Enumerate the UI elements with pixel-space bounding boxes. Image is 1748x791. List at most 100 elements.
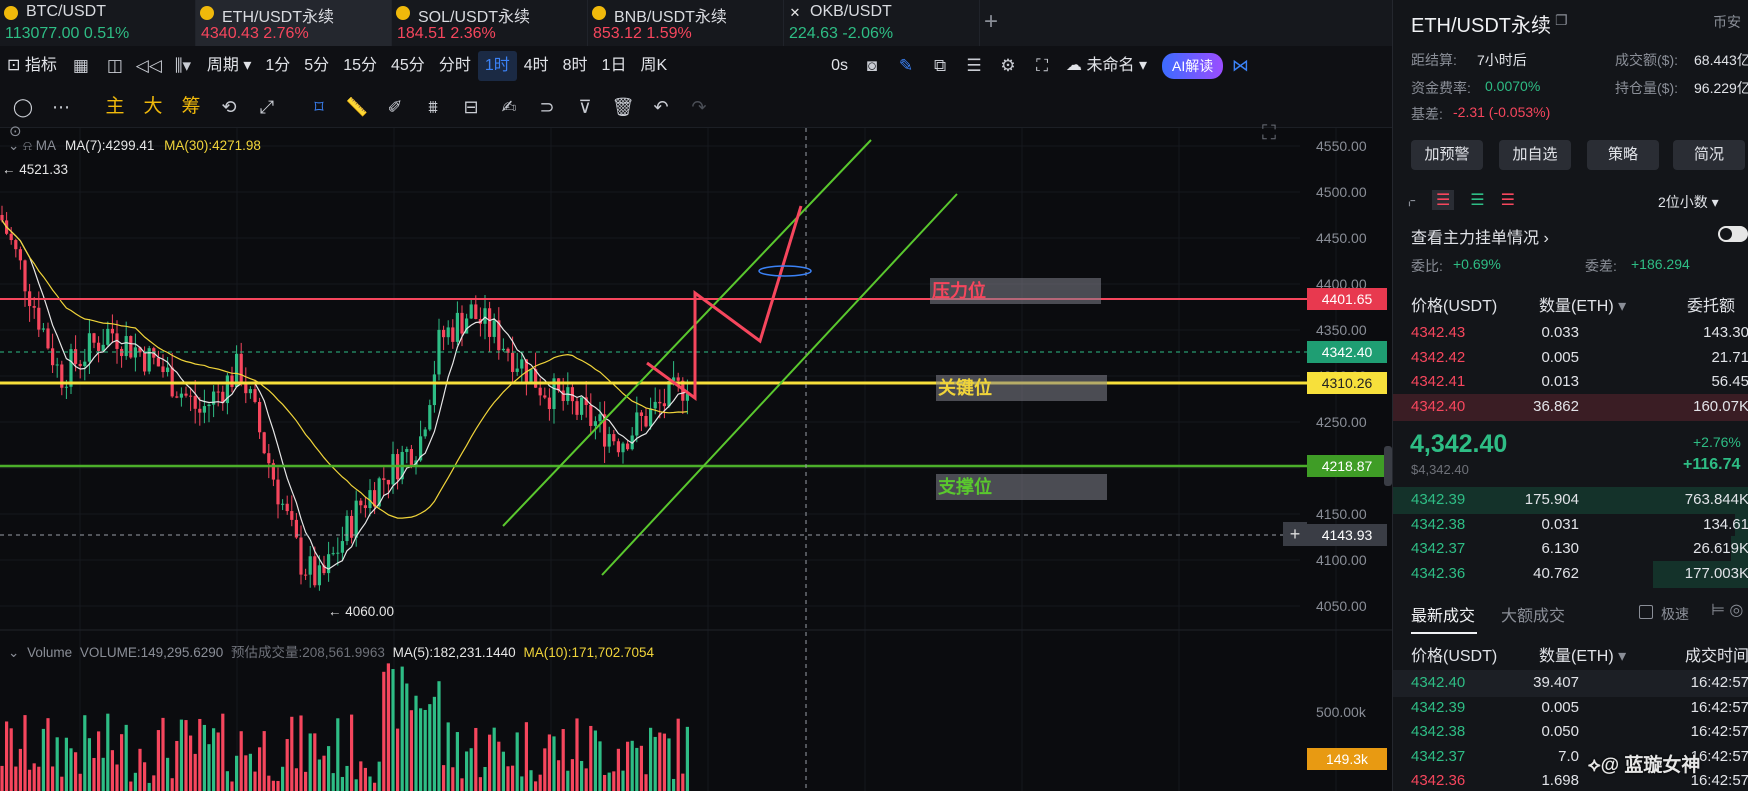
tab-eth[interactable]: ETH/USDT永续 4340.43 2.76% (196, 0, 392, 46)
trade-qty: 1.698 (1541, 772, 1579, 789)
lock-icon[interactable]: ⊟ (463, 96, 479, 117)
brush-icon[interactable]: ✐ (387, 96, 403, 117)
indicator-button[interactable]: ⊡ 指标 (7, 57, 57, 74)
calendar-icon[interactable]: ▦ (72, 56, 89, 75)
ai-interpret-button[interactable]: AI解读 (1162, 53, 1224, 79)
draw-tool-icon[interactable]: ⟲ (221, 96, 237, 117)
interval-8h[interactable]: 8时 (562, 57, 588, 74)
bid-row[interactable]: 4342.38 0.031 134.61 (1393, 511, 1748, 539)
panel-title: ETH/USDT永续 (1411, 15, 1551, 37)
main-force-button[interactable]: 主 (105, 95, 125, 117)
note-icon[interactable]: ✍ (501, 96, 517, 117)
layout-icon[interactable]: ◫ (106, 56, 123, 75)
trades-settings-icon[interactable]: ⊨ ◎ (1711, 602, 1744, 619)
candle-body (377, 478, 381, 507)
interval-timeline[interactable]: 分时 (438, 57, 471, 74)
big-order-button[interactable]: 大 (143, 95, 163, 117)
split-view-icon[interactable]: ☰ (1431, 190, 1455, 210)
redo-icon[interactable]: ↷ (691, 96, 707, 117)
trash-icon[interactable]: 🗑 (611, 96, 635, 117)
camera-icon[interactable]: ◙ (866, 56, 878, 75)
ask-row[interactable]: 4342.41 0.013 56.45 (1393, 369, 1748, 396)
interval-15m[interactable]: 15分 (343, 57, 377, 74)
ask-row[interactable]: 4342.42 0.005 21.71 (1393, 345, 1748, 372)
trend-tool-icon[interactable]: ⤢ (259, 96, 275, 117)
candle-body (658, 401, 662, 404)
interval-45m[interactable]: 45分 (391, 57, 425, 74)
fast-checkbox[interactable] (1639, 605, 1653, 619)
list-icon[interactable]: ☰ (966, 56, 982, 75)
undo-icon[interactable]: ↶ (653, 96, 669, 117)
add-alert-button[interactable]: 加预警 (1411, 140, 1483, 170)
pane-scroll-handle[interactable] (1384, 446, 1392, 486)
settle-label: 距结算: (1411, 52, 1457, 68)
overview-button[interactable]: 简况 (1673, 140, 1745, 170)
strategy-button[interactable]: 策略 (1587, 140, 1659, 170)
candle-body (455, 312, 459, 342)
fullscreen-icon[interactable]: ⛶ (1036, 56, 1048, 75)
crosshair-add-button[interactable]: + (1283, 522, 1307, 546)
volume-bar (184, 720, 188, 791)
filter-icon[interactable]: ⊽ (578, 96, 592, 117)
volume-bar (290, 716, 294, 791)
more-icon[interactable]: ⋯ (52, 96, 70, 117)
share-icon[interactable]: ⋈ (1231, 56, 1249, 75)
tab-sol[interactable]: SOL/USDT永续 184.51 2.36% (392, 0, 588, 46)
volume-bar (248, 753, 252, 791)
period-dropdown[interactable]: 周期 ▾ (206, 57, 252, 74)
tab-bnb[interactable]: BNB/USDT永续 853.12 1.59% (588, 0, 784, 46)
candle-body (18, 249, 22, 261)
ask-row[interactable]: 4342.43 0.033 143.30 (1393, 320, 1748, 347)
bookmark-icon[interactable]: ⌑ (314, 96, 324, 117)
ask-row[interactable]: 4342.40 36.862 160.07K (1393, 393, 1748, 421)
decimals-dropdown[interactable]: 2位小数 ▾ (1658, 194, 1719, 210)
candle-body (78, 363, 82, 367)
chart-canvas[interactable] (0, 128, 1392, 791)
interval-1d[interactable]: 1日 (601, 57, 627, 74)
diff-label: 委差: (1585, 258, 1617, 274)
magnet-icon[interactable]: ⊃ (539, 96, 555, 117)
trade-time: 16:42:57 (1690, 723, 1748, 740)
replay-icon[interactable]: ◁◁ (135, 56, 162, 75)
tab-okb[interactable]: ✕ OKB/USDT 224.63 -2.06% (784, 0, 980, 46)
interval-5m[interactable]: 5分 (304, 57, 330, 74)
add-favorite-button[interactable]: 加自选 (1499, 140, 1571, 170)
both-view-icon[interactable]: ⌌ (1403, 192, 1416, 209)
trade-row: 4342.37 7.0 16:42:57 (1393, 744, 1748, 771)
candle-type-icon[interactable]: ⫼▾ (174, 56, 192, 75)
volume-bar (570, 759, 574, 791)
ask-qty: 36.862 (1533, 397, 1579, 415)
volume-bar (662, 733, 666, 791)
bid-row[interactable]: 4342.39 175.904 763.844K (1393, 487, 1748, 514)
pen-icon[interactable]: ✎ (898, 56, 914, 75)
candle-body (460, 312, 464, 334)
main-orders-link[interactable]: 查看主力挂单情况 › (1411, 230, 1549, 247)
interval-1m[interactable]: 1分 (265, 57, 291, 74)
tab-btc[interactable]: BTC/USDT 113077.00 0.51% (0, 0, 196, 46)
interval-1h[interactable]: 1时 (477, 51, 517, 81)
ratio-label: 委比: (1411, 258, 1443, 274)
bid-row[interactable]: 4342.36 40.762 177.003K (1393, 560, 1748, 588)
expand-icon[interactable]: ⛶ (1262, 122, 1276, 144)
bids-view-icon[interactable]: ☰ (1470, 192, 1485, 209)
collapse-icon[interactable]: ⊙ (9, 123, 22, 140)
copy-icon[interactable]: ❐ (1555, 12, 1568, 28)
tab-large-trades[interactable]: 大额成交 (1501, 608, 1566, 625)
interval-1w[interactable]: 周K (640, 57, 668, 74)
chips-button[interactable]: 筹 (181, 95, 201, 117)
kline-chart[interactable]: ⊙ ⌄ ⍾ MA MA(7):4299.41 MA(30):4271.98 ← … (0, 122, 1392, 791)
pattern-icon[interactable]: ⩩ (428, 96, 438, 117)
asks-view-icon[interactable]: ☰ (1500, 192, 1515, 209)
add-tab-button[interactable]: + (984, 8, 999, 35)
circle-icon[interactable]: ◯ (12, 96, 34, 117)
tab-latest-trades[interactable]: 最新成交 (1411, 608, 1476, 625)
volume-bar (83, 715, 87, 791)
volume-bar (124, 724, 128, 791)
interval-4h[interactable]: 4时 (523, 57, 549, 74)
shape-icon[interactable]: ⧉ (933, 56, 947, 75)
gear-icon[interactable]: ⚙ (1000, 56, 1016, 75)
candle-body (423, 429, 427, 437)
bid-row[interactable]: 4342.37 6.130 26.619K (1393, 536, 1748, 563)
ruler-icon[interactable]: 📏 (345, 96, 369, 117)
cloud-layout-dropdown[interactable]: ☁ 未命名 ▾ (1066, 57, 1147, 74)
